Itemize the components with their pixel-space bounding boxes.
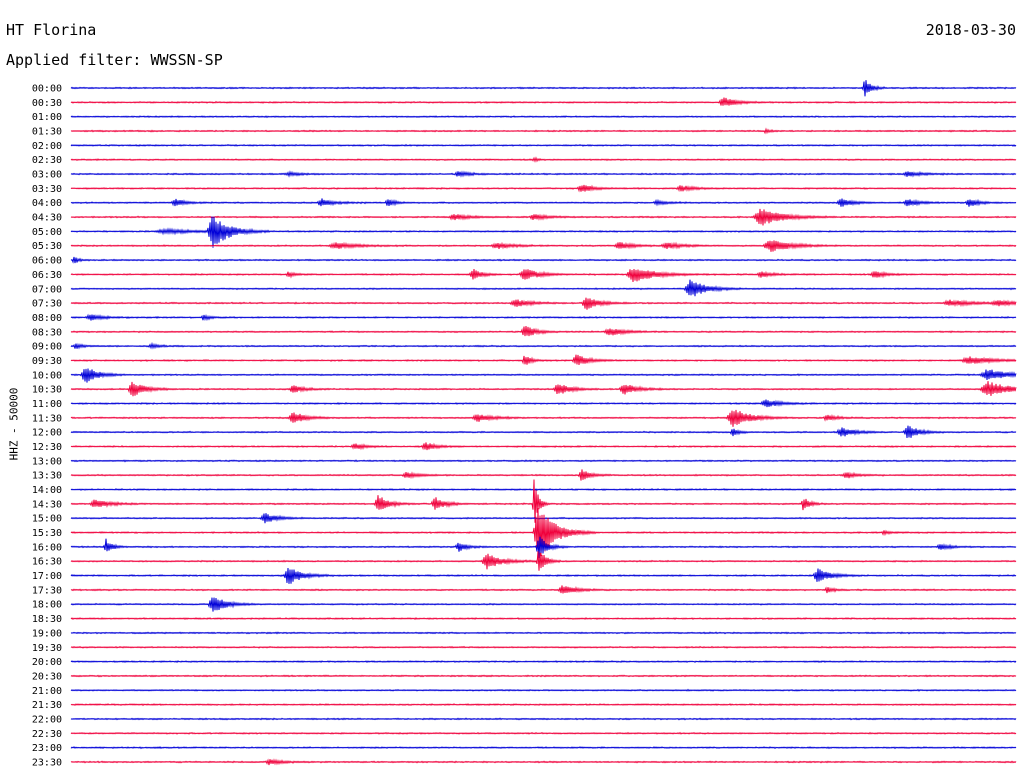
row-time-label: 05:00 (32, 227, 62, 238)
trace-line (70, 479, 1017, 523)
trace-line (70, 97, 1017, 106)
trace-line (70, 268, 1017, 282)
row-time-label: 15:30 (32, 528, 62, 539)
row-time-label: 11:00 (32, 399, 62, 410)
trace-line (70, 368, 1017, 383)
row-time-label: 19:00 (32, 628, 62, 639)
trace-line (70, 198, 1017, 207)
filter-label: Applied filter: WWSSN-SP (6, 51, 223, 69)
trace-line (70, 631, 1017, 635)
trace-line (70, 488, 1017, 492)
row-time-label: 20:30 (32, 671, 62, 682)
trace-line (70, 459, 1017, 463)
trace-line (70, 536, 1017, 559)
trace-line (70, 399, 1017, 408)
row-time-label: 05:30 (32, 241, 62, 252)
station-title: HT Florina (6, 21, 97, 39)
trace-line (70, 80, 1017, 97)
trace-line (70, 674, 1017, 678)
row-time-label: 18:30 (32, 614, 62, 625)
row-time-label: 17:00 (32, 571, 62, 582)
row-time-label: 16:00 (32, 542, 62, 553)
row-time-label: 07:30 (32, 299, 62, 310)
trace-line (70, 616, 1017, 621)
row-time-label: 03:00 (32, 170, 62, 181)
trace-line (70, 256, 1017, 264)
trace-line (70, 184, 1017, 193)
trace-line (70, 326, 1017, 337)
row-time-label: 22:30 (32, 729, 62, 740)
trace-line (70, 585, 1017, 594)
trace-line (70, 688, 1017, 692)
trace-line (70, 354, 1017, 365)
row-time-label: 12:30 (32, 442, 62, 453)
trace-line (70, 115, 1017, 119)
row-time-label: 04:30 (32, 213, 62, 224)
row-time-label: 22:00 (32, 714, 62, 725)
row-time-label: 00:30 (32, 98, 62, 109)
trace-line (70, 567, 1017, 584)
trace-line (70, 508, 1017, 557)
trace-line (70, 143, 1017, 147)
trace-line (70, 313, 1017, 322)
row-time-label: 21:30 (32, 700, 62, 711)
row-time-label: 14:30 (32, 499, 62, 510)
trace-line (70, 731, 1017, 735)
trace-line (70, 279, 1017, 297)
row-time-label: 04:00 (32, 198, 62, 209)
trace-line (70, 551, 1017, 571)
trace-line (70, 597, 1017, 612)
row-time-label: 06:30 (32, 270, 62, 281)
row-time-label: 20:00 (32, 657, 62, 668)
row-time-label: 13:30 (32, 471, 62, 482)
row-time-label: 13:00 (32, 456, 62, 467)
row-time-label: 06:00 (32, 256, 62, 267)
trace-line (70, 703, 1017, 707)
row-time-label: 15:00 (32, 514, 62, 525)
row-time-label: 12:00 (32, 428, 62, 439)
trace-line (70, 717, 1017, 721)
row-time-label: 16:30 (32, 557, 62, 568)
row-time-label: 10:00 (32, 370, 62, 381)
row-time-label: 08:30 (32, 327, 62, 338)
trace-line (70, 341, 1017, 350)
row-time-label: 09:00 (32, 342, 62, 353)
row-time-label: 07:00 (32, 284, 62, 295)
trace-line (70, 170, 1017, 178)
row-time-label: 10:30 (32, 385, 62, 396)
row-time-label: 14:00 (32, 485, 62, 496)
row-time-label: 03:30 (32, 184, 62, 195)
trace-line (70, 425, 1017, 439)
row-time-label: 23:00 (32, 743, 62, 754)
row-time-label: 01:30 (32, 127, 62, 138)
row-time-label: 02:00 (32, 141, 62, 152)
row-time-label: 02:30 (32, 155, 62, 166)
trace-line (70, 156, 1017, 163)
row-time-label: 08:00 (32, 313, 62, 324)
trace-line (70, 127, 1017, 135)
row-time-label: 18:00 (32, 600, 62, 611)
trace-line (70, 442, 1017, 451)
trace-line (70, 381, 1017, 397)
row-time-label: 17:30 (32, 585, 62, 596)
row-time-label: 11:30 (32, 413, 62, 424)
trace-line (70, 240, 1017, 252)
trace-line (70, 645, 1017, 649)
trace-line (70, 208, 1017, 226)
record-date: 2018-03-30 (925, 21, 1016, 39)
row-time-label: 00:00 (32, 84, 62, 95)
row-time-label: 19:30 (32, 643, 62, 654)
row-time-label: 09:30 (32, 356, 62, 367)
trace-line (70, 758, 1017, 766)
row-time-label: 01:00 (32, 112, 62, 123)
trace-line (70, 216, 1017, 248)
trace-line (70, 469, 1017, 481)
trace-line (70, 297, 1017, 310)
trace-line (70, 746, 1017, 750)
row-time-label: 23:30 (32, 757, 62, 768)
trace-line (70, 409, 1017, 427)
row-time-label: 21:00 (32, 686, 62, 697)
trace-line (70, 660, 1017, 664)
